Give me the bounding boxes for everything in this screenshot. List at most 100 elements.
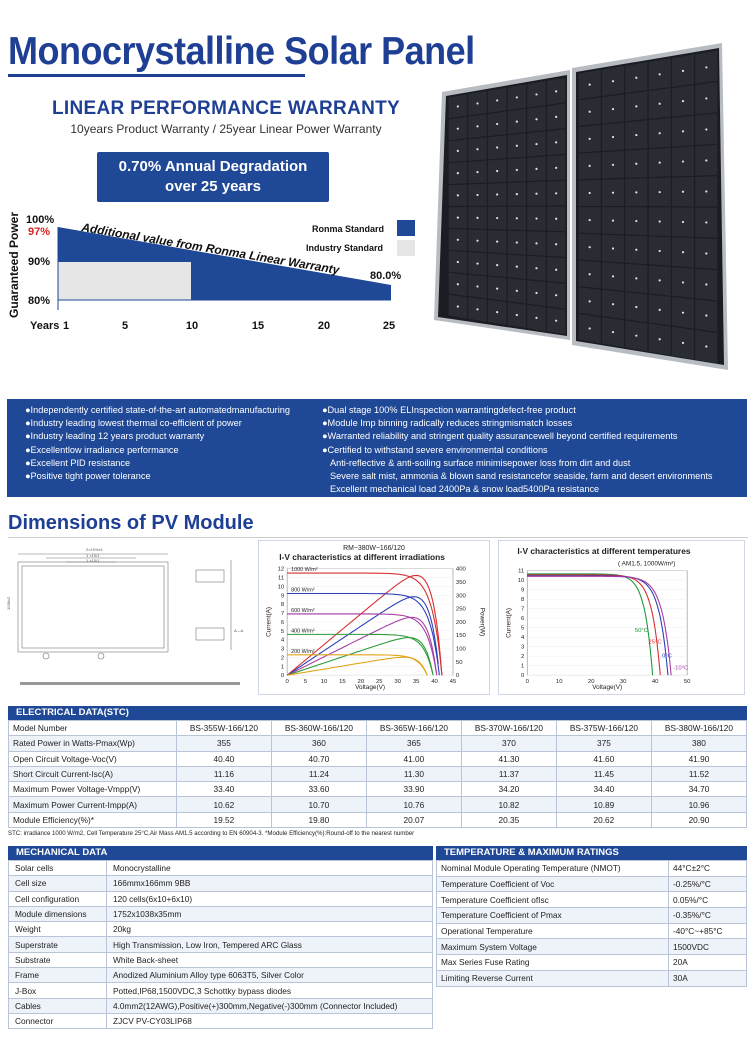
page-title: Monocrystalline Solar Panel — [8, 28, 475, 73]
cell-highlight — [705, 221, 708, 224]
y2-tick-label: 250 — [456, 607, 467, 613]
cell-value: 10.82 — [460, 796, 557, 813]
cell-highlight — [515, 193, 518, 196]
cell-highlight — [705, 66, 708, 69]
cell-highlight — [611, 191, 615, 194]
row-label: Temperature Coefficient of Voc — [436, 875, 669, 893]
cell-highlight — [456, 305, 459, 308]
x-axis-label: Voltage(V) — [592, 684, 622, 691]
cell-highlight — [496, 193, 499, 196]
cell-highlight — [611, 303, 615, 306]
cell-highlight — [496, 169, 499, 173]
xtick: 20 — [318, 320, 330, 332]
cell-highlight — [681, 130, 685, 133]
cell-highlight — [535, 118, 538, 121]
cell-value: 10.70 — [270, 796, 367, 813]
y2-axis-label: Power(W) — [479, 608, 486, 636]
industry-standard-area — [58, 262, 191, 300]
drawing-label: 1038±2 — [6, 596, 11, 610]
electrical-data-table: Model Number BS-355W-166/120 BS-360W-166/1… — [8, 719, 748, 829]
cell-highlight — [635, 191, 638, 194]
drawing-label: 1 ×10/1 — [86, 553, 100, 558]
table-row: Maximum System Voltage 1500VDC — [436, 938, 747, 956]
cell-highlight — [588, 164, 591, 168]
warranty-end-label: 80.0% — [370, 270, 401, 282]
cell-highlight — [515, 241, 518, 244]
cell-highlight — [658, 73, 661, 76]
degradation-line-1: 0.70% Annual Degradation — [118, 158, 308, 175]
ytick-90: 90% — [28, 256, 50, 268]
x-tick-label: 0 — [285, 679, 289, 685]
title-underline — [8, 74, 305, 77]
cell-highlight — [705, 97, 708, 100]
series-label: 50°C — [635, 628, 649, 634]
cell-highlight — [456, 194, 459, 197]
warranty-chart: Guaranteed Power 100% 97% 90% 80% Years … — [6, 205, 418, 335]
drawing-label: A—A — [234, 628, 244, 633]
y-tick-label: 9 — [281, 593, 284, 599]
cell-highlight — [658, 220, 661, 223]
solar-panel-image — [434, 43, 728, 370]
x-tick-label: 5 — [304, 679, 308, 685]
chart-title: I-V characteristics at different tempera… — [517, 546, 690, 556]
cell-value: 360 — [270, 735, 367, 752]
cell-value: 0.05%/°C — [668, 891, 747, 909]
cell-highlight — [705, 345, 708, 348]
series-label: 800 W/m² — [291, 588, 315, 594]
drawing-label: 2×10%±1 — [86, 547, 104, 552]
row-label: Solar cells — [8, 859, 107, 877]
cell-value: 34.20 — [460, 781, 557, 798]
xtick: 1 — [63, 320, 69, 332]
feature-item: Excellent mechanical load 2400Pa & snow … — [330, 484, 600, 495]
cell-highlight — [476, 125, 479, 128]
cell-highlight — [611, 163, 615, 166]
cell-value: -40°C~+85°C — [668, 922, 747, 940]
row-label: Temperature Coefficient ofIsc — [436, 891, 669, 909]
y-tick-label: 2 — [521, 654, 524, 660]
y2-tick-label: 50 — [456, 660, 463, 666]
cell-highlight — [588, 246, 591, 249]
cell-highlight — [555, 141, 558, 144]
cell-value: 120 cells(6x10+6x10) — [106, 890, 433, 907]
table-row: Short Circuit Current-Isc(A) 11.16 11.24 11… — [8, 765, 748, 783]
row-label: Nominal Module Operating Temperature (NM… — [436, 860, 669, 877]
feature-item: ●Certified to withstand severe environme… — [322, 444, 548, 455]
cell-highlight — [535, 142, 538, 146]
x-tick-label: 10 — [556, 679, 563, 685]
cell-highlight — [535, 93, 538, 96]
table-row: Solar cells Monocrystalline — [8, 859, 433, 877]
cell-highlight — [535, 167, 538, 170]
cell-value: 41.60 — [555, 750, 652, 767]
ytick-97: 97% — [28, 226, 50, 238]
table-row: Module Efficiency(%)* 19.52 19.80 20.07 20.3… — [8, 811, 748, 829]
x-tick-label: 50 — [684, 679, 691, 685]
y2-tick-label: 200 — [456, 620, 467, 626]
cell-highlight — [635, 219, 638, 223]
cell-highlight — [611, 80, 615, 83]
iv-curve — [287, 592, 440, 676]
cell-value: 365 — [365, 735, 462, 752]
table-row: Frame Anodized Aluminium Alloy type 6063T… — [8, 967, 433, 984]
table-row: Weight 20kg — [8, 921, 433, 938]
cell-highlight — [611, 247, 615, 250]
features-panel: ●Independently certified state-of-the-ar… — [7, 399, 747, 497]
cell-highlight — [635, 277, 638, 280]
iv-curve — [527, 573, 654, 676]
y-tick-label: 12 — [278, 567, 285, 573]
row-label: Cell size — [8, 875, 107, 892]
cell-highlight — [456, 260, 459, 264]
cell-highlight — [658, 161, 661, 164]
drawing-label: 1 ×10/1 — [86, 558, 100, 563]
cell-highlight — [555, 115, 558, 118]
cell-highlight — [658, 308, 661, 311]
y-tick-label: 0 — [281, 673, 285, 679]
xtick: 15 — [252, 320, 264, 332]
cell-value: -0.35%/°C — [668, 907, 747, 924]
row-label: Superstrate — [8, 936, 107, 953]
cell-highlight — [496, 264, 499, 267]
y-tick-label: 7 — [521, 607, 524, 613]
cell-highlight — [611, 275, 615, 278]
dimensions-heading: Dimensions of PV Module — [8, 512, 254, 534]
x-tick-label: 30 — [620, 679, 627, 685]
row-label: Model Number — [8, 719, 177, 737]
